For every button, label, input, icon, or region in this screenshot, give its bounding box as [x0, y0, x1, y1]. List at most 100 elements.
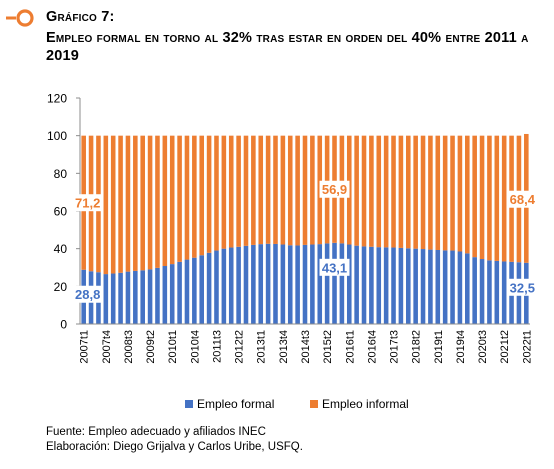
bar-empleo-informal	[280, 135, 286, 245]
bar-empleo-formal	[214, 250, 219, 324]
bar-empleo-informal	[243, 135, 249, 246]
bar-empleo-informal	[221, 135, 227, 249]
bar-empleo-formal	[487, 260, 492, 324]
bar-empleo-informal	[265, 135, 271, 244]
bar-empleo-informal	[169, 135, 175, 265]
x-tick-label: 2010t1	[167, 330, 179, 364]
y-tick-label: 120	[47, 92, 67, 106]
data-label: 71,2	[75, 196, 100, 211]
bar-empleo-informal	[450, 135, 455, 251]
bar-empleo-formal	[435, 249, 441, 324]
bar-empleo-informal	[405, 135, 411, 249]
bar-empleo-formal	[354, 245, 359, 324]
bar-empleo-formal	[133, 270, 138, 324]
bar-empleo-informal	[140, 135, 145, 271]
bar-empleo-formal	[147, 269, 153, 324]
bar-empleo-formal	[184, 259, 190, 324]
bar-empleo-informal	[147, 135, 153, 270]
bar-empleo-formal	[221, 248, 227, 324]
bar-empleo-formal	[273, 243, 278, 324]
bar-empleo-formal	[346, 244, 352, 324]
bar-empleo-informal	[103, 135, 109, 275]
bar-empleo-formal	[302, 244, 308, 324]
x-tick-label: 2019t1	[433, 330, 445, 364]
figure-label: Gráfico 7:	[46, 9, 115, 25]
bar-empleo-formal	[450, 250, 455, 324]
bar-empleo-informal	[428, 135, 433, 250]
bar-empleo-formal	[420, 249, 426, 324]
data-label-bg	[507, 278, 538, 296]
bar-empleo-formal	[501, 261, 507, 324]
brand-circle-icon	[6, 9, 34, 27]
x-tick-label: 2012t2	[234, 330, 246, 364]
bar-empleo-informal	[354, 135, 359, 246]
bar-empleo-formal	[258, 244, 264, 324]
bar-empleo-formal	[383, 247, 389, 324]
bar-empleo-formal	[361, 246, 367, 324]
bar-empleo-formal	[125, 271, 131, 324]
x-tick-label: 2019t4	[455, 330, 467, 364]
bar-empleo-informal	[383, 135, 389, 248]
y-tick-label: 40	[54, 242, 68, 256]
bar-empleo-informal	[420, 135, 426, 250]
bar-empleo-formal	[118, 272, 123, 324]
x-tick-label: 2015t2	[322, 330, 334, 364]
bar-empleo-informal	[501, 135, 507, 262]
y-tick-label: 60	[54, 205, 68, 219]
x-tick-label: 2009t2	[145, 330, 157, 364]
legend-label: Empleo informal	[322, 397, 409, 411]
bar-empleo-informal	[457, 135, 463, 252]
bar-empleo-formal	[140, 270, 145, 324]
bar-empleo-formal	[332, 242, 337, 324]
x-tick-label: 2007t1	[79, 330, 91, 364]
bar-empleo-formal	[405, 248, 411, 324]
bar-empleo-informal	[472, 135, 477, 258]
bar-empleo-formal	[398, 247, 404, 324]
bar-empleo-formal	[310, 244, 315, 324]
bar-empleo-informal	[376, 135, 382, 248]
bar-empleo-formal	[206, 252, 212, 324]
bar-empleo-informal	[258, 135, 264, 245]
bar-empleo-informal	[310, 135, 315, 245]
bar-empleo-formal	[110, 273, 116, 324]
bar-empleo-formal	[236, 246, 241, 324]
x-tick-label: 2013t1	[256, 330, 268, 364]
data-label-bg	[72, 194, 103, 212]
bar-empleo-informal	[110, 135, 116, 274]
x-tick-label: 2022t1	[521, 330, 533, 364]
bar-empleo-informal	[133, 135, 138, 271]
bar-empleo-informal	[125, 135, 131, 272]
y-tick-label: 0	[60, 318, 67, 332]
x-tick-label: 2010t4	[189, 330, 201, 364]
x-tick-label: 2008t3	[123, 330, 135, 364]
bar-empleo-informal	[413, 135, 418, 249]
data-label-bg	[72, 285, 103, 303]
bar-empleo-formal	[251, 244, 256, 324]
data-label: 43,1	[322, 260, 347, 275]
bar-empleo-informal	[177, 135, 182, 262]
bar-empleo-formal	[465, 253, 470, 324]
credits-text: Elaboración: Diego Grijalva y Carlos Uri…	[46, 441, 303, 453]
bar-empleo-informal	[184, 135, 190, 260]
legend-swatch	[310, 400, 318, 408]
bar-empleo-formal	[442, 250, 448, 324]
bar-empleo-formal	[199, 255, 205, 324]
chart-footer: Fuente: Empleo adecuado y afiliados INEC…	[46, 425, 303, 455]
bar-empleo-informal	[162, 135, 168, 266]
bar-empleo-formal	[472, 257, 477, 324]
bar-empleo-informal	[487, 135, 492, 261]
x-tick-label: 2016t1	[344, 330, 356, 364]
bar-empleo-formal	[295, 245, 300, 324]
bar-empleo-formal	[103, 274, 109, 324]
bar-empleo-informal	[206, 135, 212, 253]
x-tick-label: 2011t3	[211, 330, 223, 363]
bar-empleo-informal	[391, 135, 396, 248]
bar-empleo-formal	[369, 246, 374, 324]
x-tick-label: 2013t4	[278, 330, 290, 364]
bar-empleo-formal	[287, 245, 293, 324]
bar-empleo-informal	[273, 135, 278, 244]
bar-empleo-formal	[479, 259, 485, 324]
bar-empleo-informal	[199, 135, 205, 256]
bar-empleo-informal	[442, 135, 448, 251]
x-tick-label: 2021t2	[499, 330, 511, 364]
